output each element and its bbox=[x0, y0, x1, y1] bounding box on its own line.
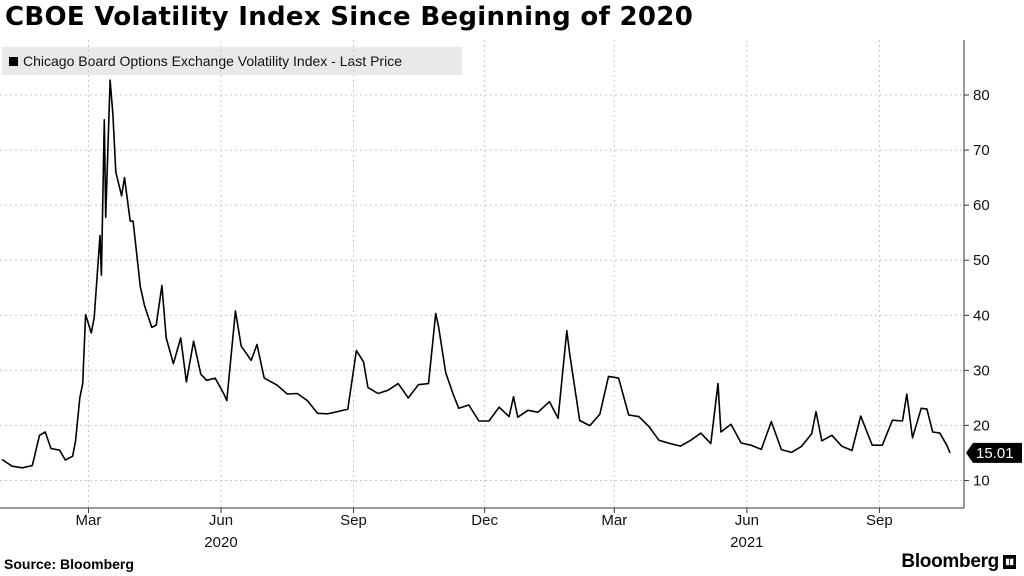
x-tick-label: Jun bbox=[735, 512, 759, 529]
chart-legend: Chicago Board Options Exchange Volatilit… bbox=[2, 47, 462, 75]
legend-swatch bbox=[9, 56, 18, 66]
bloomberg-brand: Bloomberg ▮▮ bbox=[901, 551, 1016, 573]
x-tick-label: Mar bbox=[601, 512, 627, 529]
y-tick-label: 30 bbox=[973, 362, 990, 379]
legend-label: Chicago Board Options Exchange Volatilit… bbox=[23, 53, 402, 69]
y-tick-label: 50 bbox=[973, 252, 990, 269]
x-tick-label: Sep bbox=[866, 512, 893, 529]
x-tick-label: Dec bbox=[471, 512, 498, 529]
x-year-label: 2021 bbox=[730, 534, 763, 551]
brand-name: Bloomberg bbox=[901, 551, 999, 572]
chart-tick-labels: 10 20 30 40 50 60 70 80 Mar Jun Sep Dec Mar Jun Sep 202… bbox=[76, 87, 1022, 551]
x-year-label: 2020 bbox=[204, 534, 237, 551]
last-price-label: 15.01 bbox=[976, 445, 1014, 462]
y-tick-label: 60 bbox=[973, 197, 990, 214]
source-note: Source: Bloomberg bbox=[4, 556, 134, 572]
x-tick-label: Jun bbox=[209, 512, 233, 529]
chart-title: CBOE Volatility Index Since Beginning of… bbox=[5, 2, 694, 32]
chart-series bbox=[1, 79, 951, 469]
y-tick-label: 40 bbox=[973, 307, 990, 324]
x-tick-label: Sep bbox=[340, 512, 367, 529]
x-tick-label: Mar bbox=[76, 512, 102, 529]
y-tick-label: 80 bbox=[973, 87, 990, 104]
y-tick-label: 20 bbox=[973, 417, 990, 434]
vix-series-line bbox=[1, 79, 951, 469]
chart-gridlines bbox=[0, 40, 964, 508]
y-tick-label: 70 bbox=[973, 142, 990, 159]
last-price-badge-shape bbox=[966, 442, 1022, 463]
last-price-badge: 15.01 bbox=[966, 442, 1022, 463]
chart-axes bbox=[0, 40, 969, 513]
y-tick-label: 10 bbox=[973, 472, 990, 489]
bloomberg-logo-icon: ▮▮ bbox=[1003, 555, 1016, 569]
